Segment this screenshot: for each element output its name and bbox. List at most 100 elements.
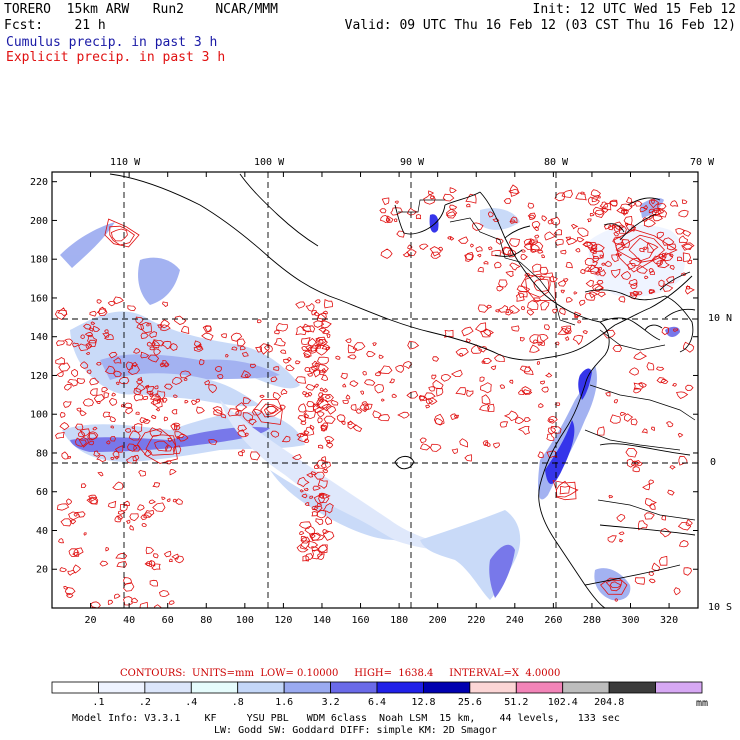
- explicit-contour: [593, 206, 605, 216]
- explicit-contour: [669, 465, 676, 470]
- y-tick-label: 220: [30, 177, 48, 188]
- explicit-contour: [461, 326, 474, 337]
- explicit-contour: [123, 402, 133, 409]
- explicit-contour: [655, 208, 668, 218]
- explicit-contour: [665, 421, 674, 428]
- explicit-contour: [349, 380, 359, 387]
- explicit-contour: [317, 444, 324, 449]
- explicit-contour: [253, 399, 283, 425]
- explicit-contour: [220, 333, 227, 339]
- explicit-contour: [685, 518, 693, 527]
- explicit-contour: [155, 408, 160, 412]
- explicit-contour: [325, 346, 330, 351]
- explicit-contour: [359, 403, 370, 413]
- x-tick-label: 180: [390, 615, 408, 626]
- explicit-contour: [307, 346, 318, 354]
- explicit-contour: [655, 366, 665, 371]
- explicit-contour: [127, 305, 137, 312]
- explicit-contour: [109, 435, 116, 442]
- explicit-contour: [682, 243, 693, 250]
- explicit-contour: [465, 338, 471, 344]
- explicit-contour: [646, 362, 655, 371]
- explicit-contour: [316, 509, 327, 519]
- explicit-contour: [519, 365, 532, 373]
- explicit-contour: [656, 377, 667, 384]
- explicit-contour: [560, 249, 567, 255]
- explicit-contour: [140, 322, 152, 334]
- explicit-contour: [306, 473, 314, 478]
- explicit-contour: [455, 347, 469, 357]
- explicit-contour: [480, 382, 492, 394]
- explicit-contour: [687, 259, 693, 265]
- explicit-contour: [381, 197, 390, 206]
- explicit-contour: [103, 392, 110, 399]
- explicit-contour: [204, 379, 211, 386]
- explicit-contour: [105, 547, 110, 552]
- explicit-contour: [380, 248, 393, 259]
- explicit-contour: [298, 403, 307, 413]
- explicit-contour: [273, 366, 280, 371]
- explicit-contour: [553, 228, 563, 236]
- explicit-contour: [295, 360, 301, 365]
- explicit-contour: [148, 499, 157, 505]
- explicit-contour: [89, 377, 100, 386]
- explicit-contour: [241, 351, 249, 357]
- explicit-contour: [171, 409, 178, 415]
- explicit-contour: [537, 249, 544, 254]
- explicit-contour: [63, 383, 72, 391]
- explicit-contour: [529, 344, 540, 353]
- explicit-contour: [313, 471, 325, 480]
- explicit-contour: [478, 345, 488, 353]
- explicit-contour: [649, 271, 655, 276]
- color-bar-swatch: [562, 681, 610, 694]
- explicit-contour: [325, 516, 333, 525]
- explicit-contour: [93, 394, 105, 403]
- init-time: Init: 12 UTC Wed 15 Feb 12: [532, 2, 737, 17]
- explicit-contour: [428, 397, 438, 405]
- explicit-contour: [395, 364, 405, 373]
- explicit-contour: [394, 200, 399, 205]
- color-bar-label: 6.4: [368, 697, 387, 708]
- color-bar-swatch: [330, 681, 378, 694]
- explicit-contour: [585, 279, 594, 288]
- explicit-contour: [549, 275, 558, 283]
- explicit-contour: [465, 252, 474, 261]
- explicit-contour: [153, 385, 159, 390]
- explicit-contour: [144, 560, 153, 568]
- explicit-contour: [625, 196, 632, 204]
- explicit-contour: [237, 451, 243, 457]
- explicit-contour: [586, 264, 601, 273]
- explicit-contour: [72, 564, 82, 574]
- explicit-contour: [628, 278, 638, 287]
- explicit-contour: [537, 451, 544, 459]
- contours-info: CONTOURS: UNITS=mm LOW= 0.10000 HIGH= 16…: [120, 668, 561, 679]
- explicit-contour: [609, 414, 621, 424]
- explicit-contour: [656, 259, 663, 267]
- explicit-contour: [88, 494, 98, 502]
- explicit-contour: [397, 411, 410, 419]
- explicit-contour: [123, 596, 133, 606]
- explicit-contour: [464, 253, 474, 262]
- explicit-contour: [110, 228, 128, 242]
- explicit-contour: [520, 306, 526, 311]
- explicit-contour: [547, 427, 556, 435]
- explicit-contour: [144, 384, 150, 389]
- explicit-contour: [88, 431, 99, 441]
- lat-lon-grid: [52, 172, 698, 608]
- explicit-contour: [594, 285, 604, 293]
- explicit-contour: [161, 397, 168, 403]
- explicit-contour: [540, 380, 545, 385]
- explicit-contour: [429, 246, 442, 257]
- cumulus-legend-label: Cumulus precip. in past 3 h: [6, 35, 218, 50]
- explicit-contour: [335, 355, 341, 360]
- explicit-contour: [459, 438, 468, 448]
- explicit-contour: [612, 236, 624, 246]
- explicit-contour: [76, 407, 82, 412]
- x-tick-label: 140: [313, 615, 331, 626]
- explicit-contour: [317, 503, 323, 507]
- explicit-contour: [140, 351, 150, 359]
- explicit-contour: [575, 192, 587, 201]
- explicit-contour: [79, 428, 90, 437]
- explicit-contour: [490, 365, 497, 371]
